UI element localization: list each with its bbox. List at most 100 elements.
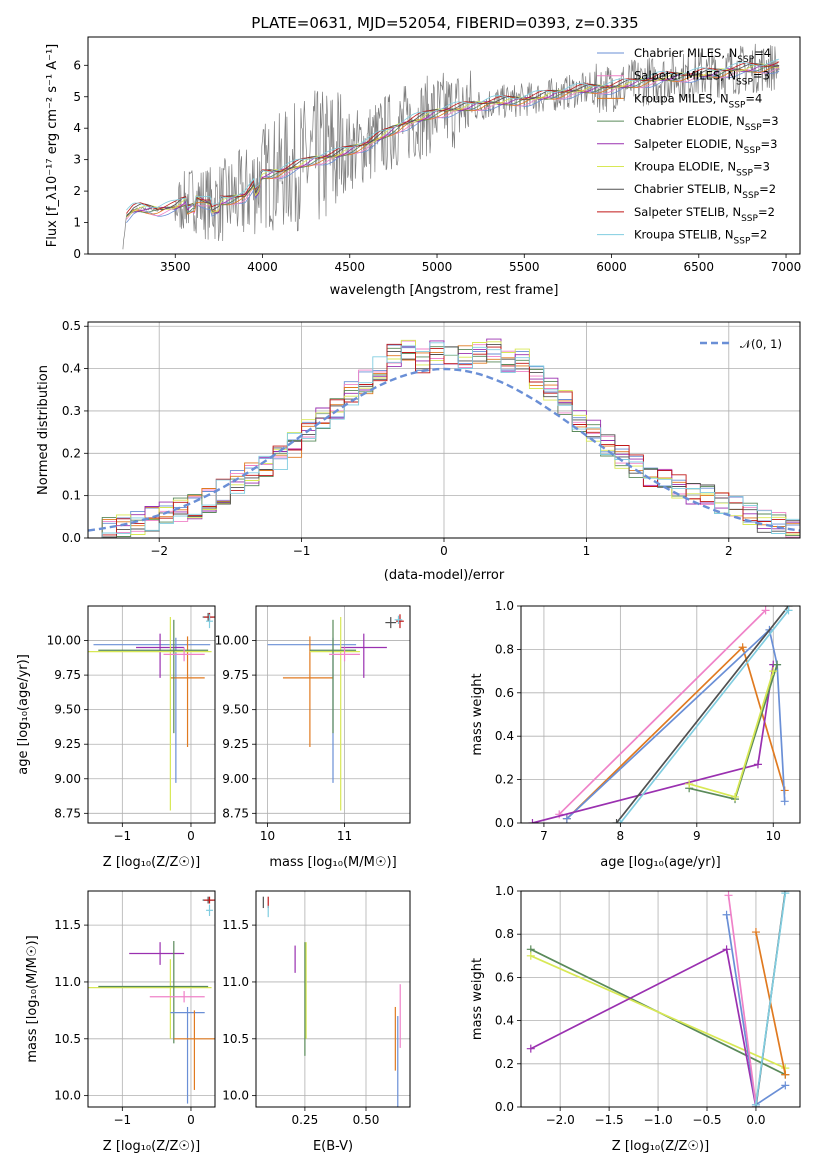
series-kroupa_stelib (751, 891, 790, 1107)
x-tick-label: −2 (150, 544, 168, 558)
x-tick-label: 0 (187, 1113, 195, 1127)
plot-area (122, 43, 780, 250)
model-spectrum-kroupa_stelib (126, 58, 780, 211)
y-tick-label: 9.50 (54, 703, 81, 717)
legend-entry: Kroupa STELIB, NSSP=2 (634, 228, 767, 247)
y-tick-label: 9.00 (222, 772, 249, 786)
y-tick-label: 11.0 (222, 975, 249, 989)
x-tick-label: 0 (440, 544, 448, 558)
legend-entry: Kroupa MILES, NSSP=4 (634, 91, 762, 110)
errorbar-salpeter_miles (329, 647, 360, 662)
errorbar-chabrier_miles (170, 1006, 205, 1104)
series-line (566, 645, 786, 820)
series-salpeter_miles (724, 891, 760, 1107)
y-tick-label: 0.0 (495, 1100, 514, 1114)
legend-entry: Kroupa ELODIE, NSSP=3 (634, 160, 770, 179)
plot-area (526, 891, 790, 1107)
x-tick-label: 7000 (771, 260, 802, 274)
legend-value: =3 (753, 69, 770, 83)
gaussian-reference (88, 367, 800, 532)
axes-frame (87, 605, 216, 824)
y-tick-label: 10.5 (54, 1032, 81, 1046)
panel-6: 0.25 0.50 10.0 10.5 11.0 11.5 E(B-V) (222, 890, 411, 1154)
series-line (619, 609, 790, 823)
y-tick-label: 0.1 (62, 489, 81, 503)
errorbar-kroupa_elodie (309, 617, 360, 811)
errorbar-salpeter_elodie (340, 633, 387, 678)
y-tick-label: 2 (73, 184, 81, 198)
errorbar-salpeter_miles (163, 647, 205, 662)
y-tick-label: 0.0 (495, 816, 514, 830)
model-spectrum-chabrier_elodie (126, 64, 780, 216)
series-line (530, 955, 786, 1069)
errorbar-salpeter_stelib (396, 614, 404, 629)
series-kroupa_elodie (526, 951, 790, 1073)
x-tick-label: 8 (617, 829, 625, 843)
series-marker (780, 797, 789, 806)
figure-title: PLATE=0631, MJD=52054, FIBERID=0393, z=0… (251, 14, 638, 32)
observed-spectrum (122, 43, 780, 250)
y-tick-label: 4 (73, 121, 81, 135)
y-tick-label: 9.75 (222, 668, 249, 682)
y-tick-label: 0.2 (495, 1057, 514, 1071)
errorbar-kroupa_stelib (394, 615, 403, 624)
x-tick-label: −1.0 (643, 1113, 672, 1127)
legend-subscript: SSP (741, 214, 758, 224)
legend-subscript: SSP (736, 78, 753, 88)
x-tick-label: 6000 (596, 260, 627, 274)
y-tick-label: 0.5 (62, 319, 81, 333)
y-tick-label: 11.5 (54, 918, 81, 932)
x-tick-label: 2 (725, 544, 733, 558)
axes-frame (255, 890, 411, 1108)
model-spectrum-salpeter_miles (126, 67, 780, 220)
x-tick-label: −0.5 (692, 1113, 721, 1127)
x-axis-label: Z [log₁₀(Z/Z☉)] (103, 855, 200, 870)
axes-frame (255, 605, 411, 824)
y-axis-label: Flux [f_λ10⁻¹⁷ erg cm⁻² s⁻¹ A⁻¹] (45, 44, 60, 248)
series-line (688, 670, 775, 799)
x-tick-label: 1 (583, 544, 591, 558)
y-tick-label: 9.25 (54, 737, 81, 751)
y-tick-label: 0.8 (495, 642, 514, 656)
y-tick-label: 0.4 (495, 729, 514, 743)
series-line (530, 948, 757, 1107)
x-tick-label: 0 (187, 829, 195, 843)
legend-entry: Chabrier ELODIE, NSSP=3 (634, 114, 779, 133)
errorbar-salpeter_stelib (204, 896, 215, 904)
plot-area (88, 896, 215, 1104)
y-axis-label: mass weight (470, 958, 485, 1040)
series-salpeter_miles (555, 606, 770, 819)
x-tick-label: 11 (337, 829, 352, 843)
series-marker (526, 951, 535, 960)
panel-1: −2 −1 0 1 2 0.0 0.1 0.2 0.3 0.4 0.5 𝒩(0, 1) (data-mo… (36, 319, 801, 583)
y-tick-label: 10.5 (222, 1032, 249, 1046)
y-axis-label: mass weight (470, 673, 485, 755)
legend-entry-gaussian: 𝒩(0, 1) (740, 337, 782, 351)
y-tick-label: 0.8 (495, 927, 514, 941)
series-line (566, 628, 786, 820)
x-tick-label: 3500 (160, 260, 191, 274)
panel-0: 3500 4000 4500 5000 5500 6000 6500 7000 0 1 2 3 4 5 6 w… (45, 36, 802, 298)
series-marker (751, 928, 760, 937)
x-tick-label: 6500 (684, 260, 715, 274)
legend-entry: Salpeter ELODIE, NSSP=3 (634, 137, 777, 156)
y-tick-label: 9.50 (222, 703, 249, 717)
y-tick-label: 0.6 (495, 970, 514, 984)
panel-4: 7 8 9 10 0.0 0.2 0.4 0.6 0.8 1.0 age [log₁₀(age/yr… (470, 599, 801, 870)
legend-value: =3 (753, 160, 770, 174)
series-marker (731, 792, 740, 801)
y-tick-label: 10.0 (222, 1089, 249, 1103)
series-marker (722, 910, 731, 919)
errorbar-chabrier_miles (267, 637, 357, 783)
series-marker (769, 667, 778, 676)
y-tick-label: 0.4 (62, 362, 81, 376)
x-tick-label: −1 (113, 829, 131, 843)
y-tick-label: 5 (73, 90, 81, 104)
panel-7: −2.0 −1.5 −1.0 −0.5 0.0 0.0 0.2 0.4 0.6 0.8 1.0 Z [… (470, 884, 801, 1154)
y-tick-label: 9.00 (54, 772, 81, 786)
plot-area (267, 614, 404, 811)
panel-3: 10 11 8.75 9.00 9.25 9.50 9.75 10.00 mass [log₁₀… (215, 605, 411, 870)
legend-value: =2 (758, 205, 775, 219)
legend-value: =4 (745, 91, 762, 105)
